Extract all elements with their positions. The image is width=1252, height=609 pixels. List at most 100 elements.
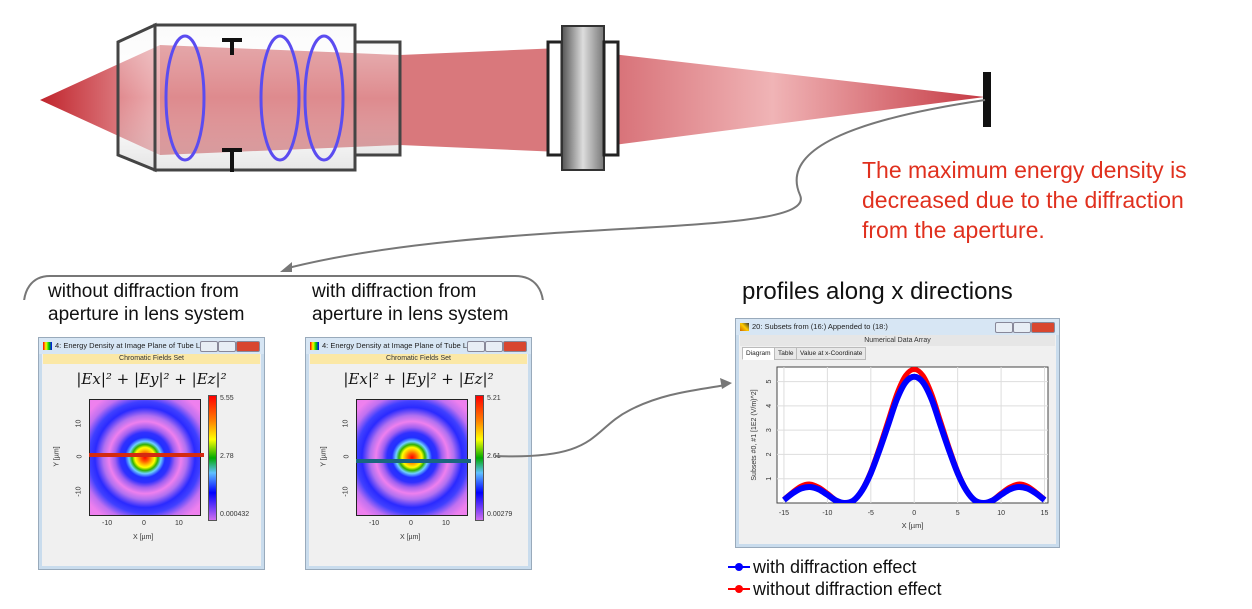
title-bar[interactable]: 4: Energy Density at Image Plane of Tube… [39, 338, 264, 354]
energy-note-line: decreased due to the diffraction [862, 187, 1184, 213]
panel-header: Chromatic Fields Set [310, 354, 527, 364]
objective-lens-housing [116, 22, 402, 173]
label-line: without diffraction from [48, 281, 239, 302]
x-tick-label: 5 [956, 510, 960, 517]
energy-note-line: from the aperture. [862, 217, 1045, 243]
panel-header: Numerical Data Array [740, 335, 1055, 346]
y-tick-label: 5 [766, 380, 773, 384]
legend: with diffraction effect without diffract… [728, 556, 941, 600]
focusing-beam [560, 48, 985, 152]
tube-lens [546, 25, 620, 171]
energy-density-map [89, 399, 201, 516]
colorbar [208, 395, 217, 521]
x-tick-label: -15 [779, 510, 789, 517]
x-tick-label: -5 [868, 510, 874, 517]
formula: |Ex|² + |Ey|² + |Ez|² [76, 370, 227, 388]
y-tick-label: 1 [766, 477, 773, 481]
field-window-without-diffraction[interactable]: 4: Energy Density at Image Plane of Tube… [38, 337, 265, 570]
x-tick: 10 [442, 520, 450, 527]
legend-item-without: without diffraction effect [728, 578, 941, 600]
plot-area [776, 366, 1049, 504]
y-axis-label: Subsets #0, #1 [1E2 (V/m)^2] [751, 389, 758, 480]
x-tick-label: 0 [912, 510, 916, 517]
colorbar-max: 5.21 [487, 395, 501, 402]
y-tick-label: 4 [766, 404, 773, 408]
y-axis-label: Y [µm] [320, 446, 328, 467]
x-tick: -10 [102, 520, 113, 527]
label-line: with diffraction from [312, 281, 477, 302]
lens-elements [164, 34, 345, 162]
close-button[interactable] [1031, 322, 1055, 333]
profile-window[interactable]: 20: Subsets from (16:) Appended to (18:)… [735, 318, 1060, 548]
x-axis-label: X [µm] [902, 521, 924, 530]
y-tick: 10 [75, 419, 83, 428]
colorbar-min: 0.00279 [487, 511, 513, 518]
x-axis-label: X [µm] [133, 534, 154, 541]
profiles-title: profiles along x directions [742, 278, 1013, 305]
legend-swatch-blue [728, 563, 750, 571]
profile-chart: -15 -10 -5 0 5 10 15 1 2 3 4 5 X [µm] Subsets #0, #1 … [751, 366, 1049, 530]
maximize-button[interactable] [218, 341, 236, 352]
app-icon [43, 342, 52, 350]
profile-line [356, 459, 471, 463]
y-tick-label: 2 [766, 452, 773, 456]
optical-system-diagram [23, 22, 991, 300]
y-tick: 10 [342, 419, 350, 428]
arrow-head [280, 262, 292, 272]
label-line: aperture in lens system [312, 304, 509, 325]
colorbar-mid: 2.61 [487, 453, 501, 460]
minimize-button[interactable] [200, 341, 218, 352]
x-tick: 0 [142, 520, 146, 527]
x-tick: 0 [409, 520, 413, 527]
app-icon [310, 342, 319, 350]
legend-swatch-red [728, 585, 750, 593]
colorbar-mid: 2.78 [220, 453, 234, 460]
image-plane-detector [983, 72, 991, 127]
y-tick: 0 [76, 454, 84, 459]
close-button[interactable] [236, 341, 260, 352]
y-tick: -10 [342, 486, 350, 497]
minimize-button[interactable] [467, 341, 485, 352]
colorbar [475, 395, 484, 521]
app-icon [740, 323, 749, 331]
window-title: 4: Energy Density at Image Plane of Tube… [55, 341, 213, 350]
minimize-button[interactable] [995, 322, 1013, 333]
title-bar[interactable]: 4: Energy Density at Image Plane of Tube… [306, 338, 531, 354]
window-title: 4: Energy Density at Image Plane of Tube… [322, 341, 480, 350]
legend-item-with: with diffraction effect [728, 556, 941, 578]
middle-label: with diffraction from aperture in lens s… [312, 280, 508, 326]
left-label: without diffraction from aperture in len… [48, 280, 244, 326]
title-bar[interactable]: 20: Subsets from (16:) Appended to (18:) [736, 319, 1059, 335]
window-title: 20: Subsets from (16:) Appended to (18:) [752, 322, 888, 331]
energy-note-line: The maximum energy density is [862, 157, 1187, 183]
energy-density-map [356, 399, 468, 516]
legend-label: with diffraction effect [753, 556, 917, 577]
series-line-with-diffraction [782, 373, 1047, 503]
field-window-with-diffraction[interactable]: 4: Energy Density at Image Plane of Tube… [305, 337, 532, 570]
connector-arrow [287, 99, 986, 269]
x-tick-label: 15 [1041, 510, 1049, 517]
legend-label: without diffraction effect [753, 578, 942, 599]
maximize-button[interactable] [1013, 322, 1031, 333]
aperture-stop [222, 38, 242, 172]
x-tick-label: -10 [822, 510, 832, 517]
bracket [23, 275, 544, 300]
x-tick-label: 10 [997, 510, 1005, 517]
energy-note: The maximum energy density is decreased … [862, 155, 1187, 245]
x-tick: 10 [175, 520, 183, 527]
x-tick: -10 [369, 520, 380, 527]
tab-value-at-x[interactable]: Value at x-Coordinate [796, 347, 867, 360]
profile-line [89, 453, 204, 457]
y-axis-label: Y [µm] [53, 446, 61, 467]
x-axis-label: X [µm] [400, 534, 421, 541]
y-tick-label: 3 [766, 428, 773, 432]
y-tick: -10 [75, 486, 83, 497]
link-arrow [494, 378, 732, 458]
panel-header: Chromatic Fields Set [43, 354, 260, 364]
colorbar-min: 0.000432 [220, 511, 250, 518]
label-line: aperture in lens system [48, 304, 245, 325]
close-button[interactable] [503, 341, 527, 352]
colorbar-max: 5.55 [220, 395, 234, 402]
y-tick: 0 [343, 454, 351, 459]
maximize-button[interactable] [485, 341, 503, 352]
